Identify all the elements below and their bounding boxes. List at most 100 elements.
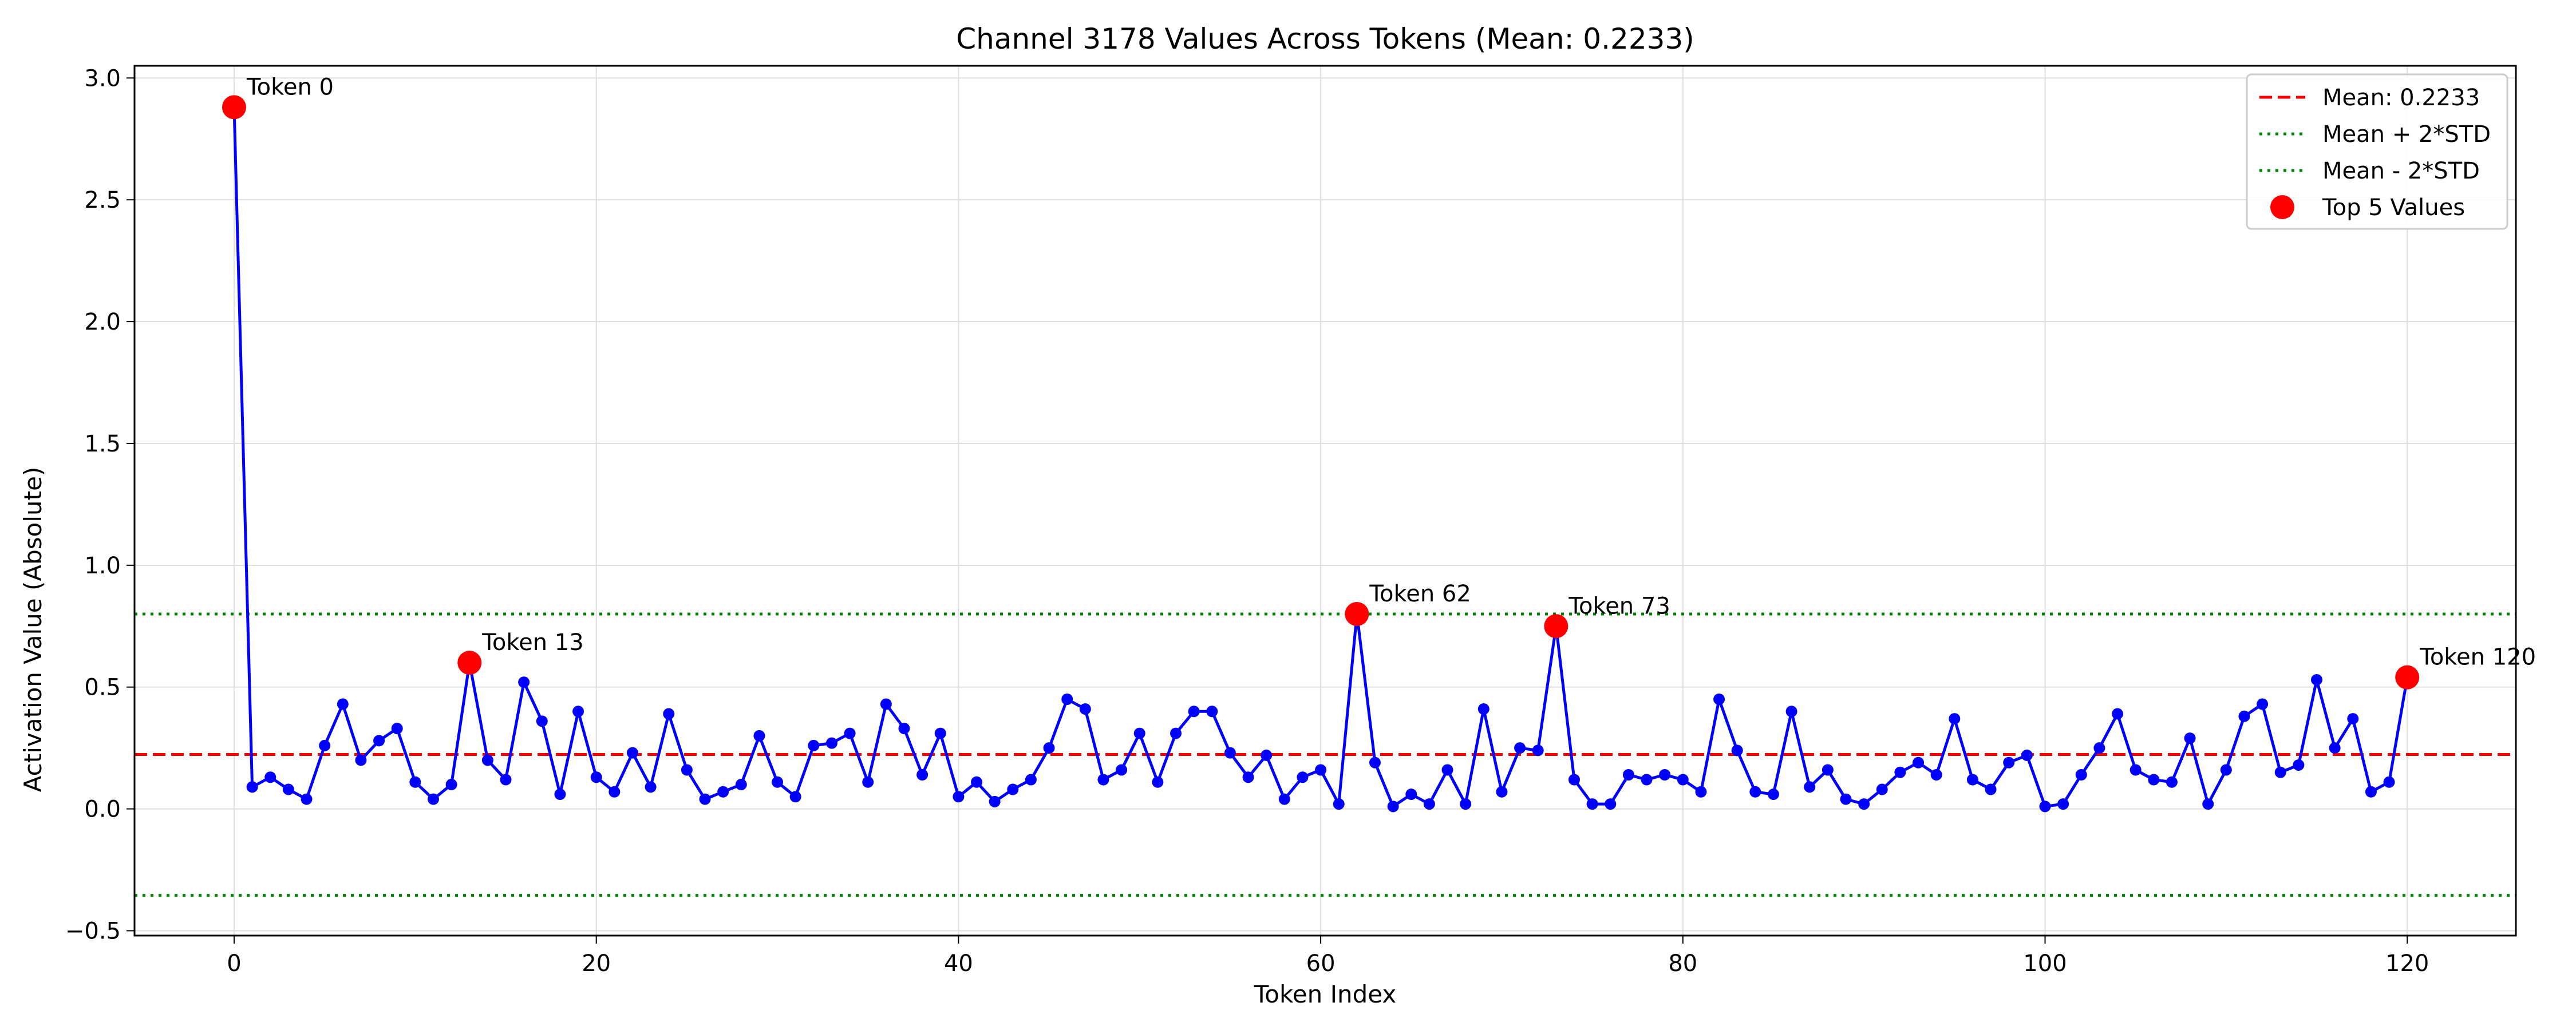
y-tick-label: 1.0 — [84, 553, 121, 579]
data-point — [481, 754, 493, 766]
data-point — [1677, 774, 1689, 786]
data-point — [500, 774, 512, 786]
data-point — [1477, 703, 1490, 715]
data-point — [609, 786, 621, 798]
legend-box — [2246, 73, 2508, 230]
data-point — [1767, 789, 1779, 801]
data-point — [1007, 783, 1019, 795]
top-value-marker — [457, 651, 482, 675]
legend: Mean: 0.2233 Mean + 2*STD Mean - 2*STD Top … — [2246, 73, 2508, 230]
plot-frame — [133, 65, 2517, 937]
data-point — [355, 754, 367, 766]
data-point — [2112, 708, 2124, 720]
top-value-marker — [222, 95, 246, 120]
data-point — [626, 747, 638, 759]
data-point — [1333, 798, 1345, 810]
data-point — [844, 727, 856, 739]
data-point — [1188, 706, 1200, 718]
data-point — [1423, 798, 1435, 810]
data-point — [1804, 781, 1816, 793]
data-point — [264, 771, 276, 783]
data-point — [1695, 786, 1707, 798]
data-point — [1297, 771, 1309, 783]
axes: 0 20 40 60 80 100 120 −0.5 0.0 0.5 1.0 1.5 2.0 2.5 3.0 — [65, 65, 2429, 977]
data-point — [590, 771, 602, 783]
data-point — [1261, 749, 1273, 761]
data-point — [1930, 768, 1942, 781]
data-point — [953, 791, 965, 803]
data-point — [2166, 776, 2178, 788]
data-point — [1441, 764, 1453, 776]
x-tick-label: 40 — [944, 950, 973, 977]
data-point — [772, 776, 784, 788]
data-point — [1985, 783, 1997, 795]
data-point — [1659, 768, 1671, 781]
data-point — [1170, 727, 1182, 739]
top-value-annotation: Token 120 — [2419, 644, 2536, 671]
data-point — [1043, 742, 1055, 754]
data-point — [301, 793, 313, 805]
data-point — [1242, 771, 1254, 783]
data-point — [1133, 727, 1145, 739]
top-value-annotation: Token 13 — [481, 629, 583, 656]
x-tick-label: 60 — [1306, 950, 1336, 977]
data-point — [663, 708, 675, 720]
data-point — [717, 786, 729, 798]
data-point — [2021, 749, 2033, 761]
data-point — [1278, 793, 1290, 805]
data-point — [1840, 793, 1852, 805]
data-point — [409, 776, 421, 788]
x-tick-label: 100 — [2023, 950, 2067, 977]
data-point — [1913, 756, 1925, 768]
data-point — [1116, 764, 1128, 776]
data-point — [971, 776, 983, 788]
legend-label: Mean + 2*STD — [2322, 121, 2491, 148]
data-point — [572, 706, 584, 718]
data-point — [1514, 742, 1526, 754]
data-point — [373, 735, 385, 747]
y-tick-label: 3.0 — [84, 65, 121, 92]
data-point — [246, 781, 258, 793]
data-point — [1460, 798, 1472, 810]
data-point — [2365, 786, 2377, 798]
x-tick-label: 0 — [227, 950, 241, 977]
data-point — [1079, 703, 1091, 715]
data-point — [862, 776, 874, 788]
data-point — [445, 779, 457, 791]
data-point — [427, 793, 439, 805]
x-tick-label: 120 — [2385, 950, 2429, 977]
data-point — [518, 676, 530, 688]
data-point — [2202, 798, 2214, 810]
data-point — [1405, 789, 1417, 801]
data-point — [825, 737, 837, 749]
data-point — [1387, 801, 1399, 813]
data-point — [1622, 768, 1634, 781]
data-point — [681, 764, 693, 776]
data-point — [391, 723, 403, 735]
data-point — [934, 727, 946, 739]
data-point — [1949, 713, 1961, 725]
y-tick-label: −0.5 — [65, 918, 121, 944]
data-point — [645, 781, 657, 793]
data-point — [2093, 742, 2105, 754]
grid — [135, 66, 2516, 936]
legend-label: Top 5 Values — [2322, 195, 2465, 221]
data-point — [1025, 774, 1037, 786]
data-point — [1315, 764, 1327, 776]
data-point — [1858, 798, 1870, 810]
data-point — [916, 768, 929, 781]
x-axis-label: Token Index — [1254, 980, 1396, 1008]
legend-label: Mean: 0.2233 — [2322, 85, 2480, 111]
data-point — [2347, 713, 2359, 725]
data-point — [2148, 774, 2160, 786]
legend-label: Mean - 2*STD — [2322, 158, 2480, 184]
data-point — [1061, 694, 1073, 706]
data-point — [2383, 776, 2395, 788]
y-tick-label: 0.5 — [84, 675, 121, 701]
data-point — [2311, 674, 2323, 686]
data-point — [1731, 744, 1743, 756]
data-point — [282, 783, 294, 795]
data-point — [1641, 774, 1653, 786]
